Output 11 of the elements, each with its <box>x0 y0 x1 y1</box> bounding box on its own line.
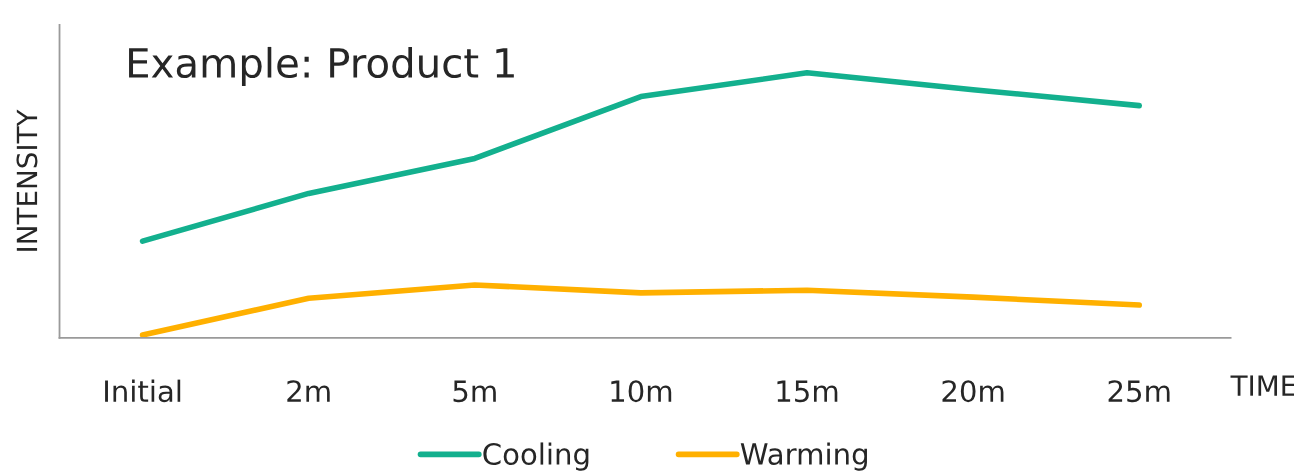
x-tick-label: 20m <box>942 380 1004 403</box>
x-tick-label: 25m <box>1108 380 1170 403</box>
x-tick-label: 10m <box>611 380 672 403</box>
x-tick-label: 15m <box>777 380 838 403</box>
x-tick-label: 2m <box>287 380 330 402</box>
x-tick-label: 5m <box>453 380 496 403</box>
x-tick-label: Initial <box>105 379 181 403</box>
legend-label: Cooling <box>483 442 589 471</box>
legend-label: Warming <box>740 442 867 471</box>
y-axis-title: INTENSITY <box>16 109 38 251</box>
chart-title: Example: Product 1 <box>129 46 514 86</box>
